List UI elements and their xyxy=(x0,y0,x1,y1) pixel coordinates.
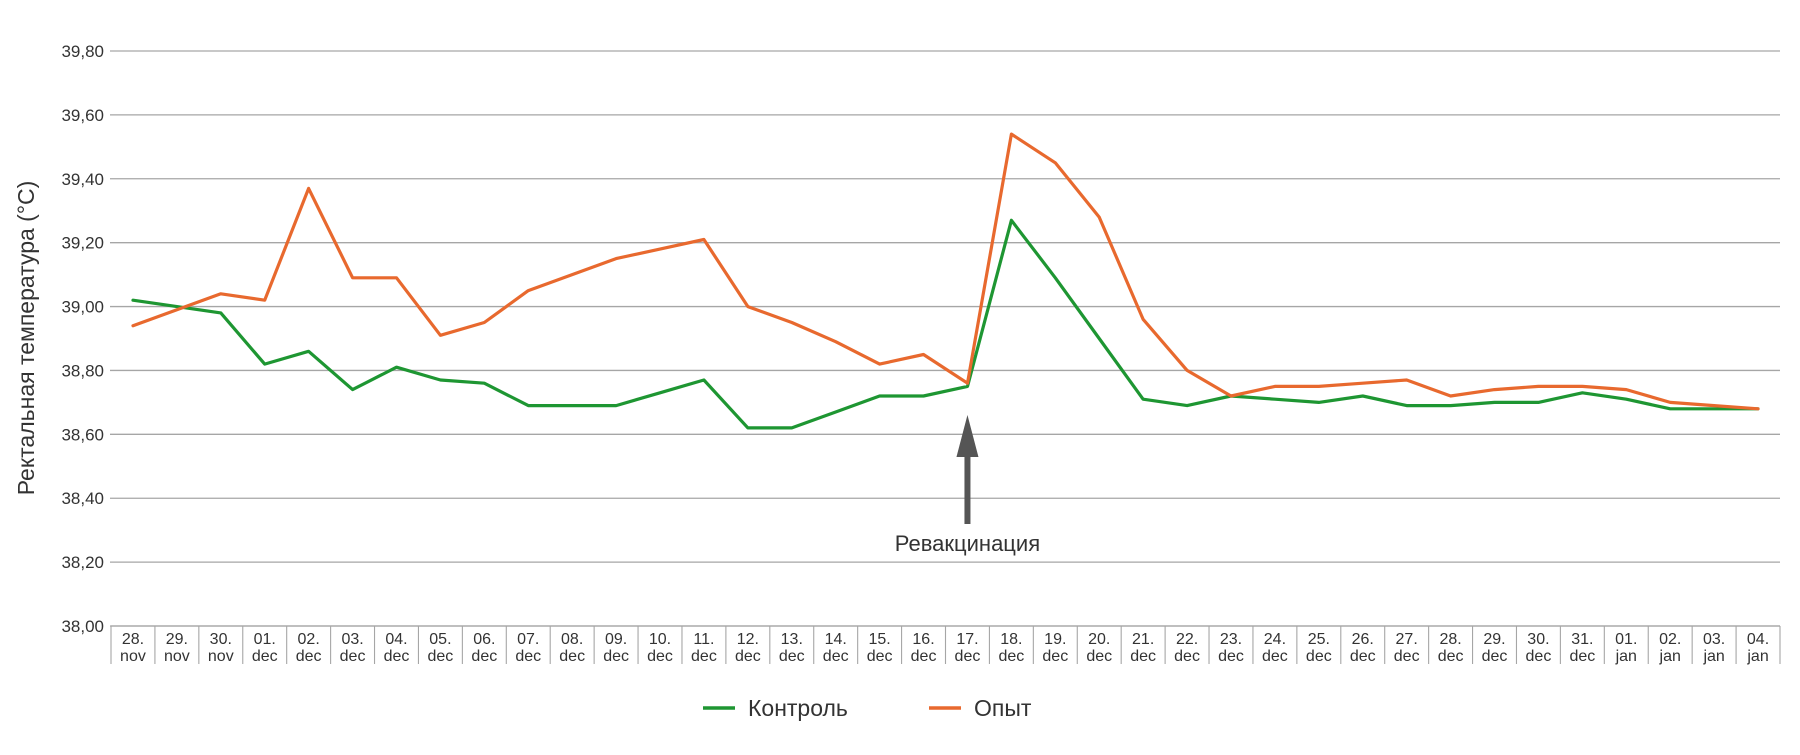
x-tick-label: 04. jan xyxy=(1746,631,1769,665)
x-tick-label: 01. dec xyxy=(252,631,278,665)
x-tick-label: 12. dec xyxy=(735,631,761,665)
x-tick-label: 26. dec xyxy=(1350,631,1376,665)
y-tick-label: 39,40 xyxy=(61,170,104,189)
x-tick-label: 30. nov xyxy=(208,631,234,665)
x-tick-label: 24. dec xyxy=(1262,631,1288,665)
x-tick-label: 08. dec xyxy=(559,631,585,665)
x-tick-label: 21. dec xyxy=(1130,631,1156,665)
x-tick-label: 28. nov xyxy=(120,631,146,665)
y-tick-label: 38,60 xyxy=(61,425,104,444)
y-axis-label: Ректальная температура (°C) xyxy=(13,181,39,496)
x-tick-label: 28. dec xyxy=(1438,631,1464,665)
x-tick-label: 22. dec xyxy=(1174,631,1200,665)
x-tick-label: 03. jan xyxy=(1702,631,1725,665)
legend-label: Контроль xyxy=(748,695,848,721)
x-tick-label: 27. dec xyxy=(1394,631,1420,665)
y-tick-label: 38,20 xyxy=(61,553,104,572)
x-tick-label: 13. dec xyxy=(779,631,805,665)
x-tick-label: 18. dec xyxy=(998,631,1024,665)
series-lines xyxy=(131,132,1760,430)
x-tick-label: 19. dec xyxy=(1042,631,1068,665)
x-tick-label: 07. dec xyxy=(515,631,541,665)
series-line-control xyxy=(131,218,1760,430)
x-tick-label: 31. dec xyxy=(1569,631,1595,665)
x-axis: 28. nov 29. nov 30. nov 01. dec 02. dec 03. dec 04. d… xyxy=(110,625,1781,665)
y-tick-label: 39,60 xyxy=(61,106,104,125)
x-tick-label: 05. dec xyxy=(428,631,454,665)
x-tick-label: 09. dec xyxy=(603,631,629,665)
x-tick-label: 20. dec xyxy=(1086,631,1112,665)
x-tick-label: 29. dec xyxy=(1482,631,1508,665)
x-tick-label: 01. jan xyxy=(1615,631,1638,665)
y-tick-label: 38,00 xyxy=(61,617,104,636)
x-tick-label: 06. dec xyxy=(471,631,497,665)
annotation-label: Ревакцинация xyxy=(895,531,1040,556)
x-tick-label: 23. dec xyxy=(1218,631,1244,665)
series-line-experiment xyxy=(131,132,1760,411)
x-tick-label: 15. dec xyxy=(867,631,893,665)
x-tick-label: 16. dec xyxy=(911,631,937,665)
legend: Контроль Опыт xyxy=(703,695,1032,721)
annotation: Ревакцинация xyxy=(895,415,1040,556)
annotation-arrow-head xyxy=(956,415,979,457)
legend-label: Опыт xyxy=(974,695,1032,721)
y-tick-label: 39,20 xyxy=(61,234,104,253)
y-tick-labels: 38,00 38,20 38,40 38,60 38,80 39,00 39,20 39,40… xyxy=(61,42,104,636)
gridlines xyxy=(110,50,1780,627)
x-tick-label: 30. dec xyxy=(1526,631,1552,665)
x-tick-label: 25. dec xyxy=(1306,631,1332,665)
y-tick-label: 39,00 xyxy=(61,298,104,317)
y-tick-label: 39,80 xyxy=(61,42,104,61)
y-tick-label: 38,80 xyxy=(61,361,104,380)
x-tick-label: 02. jan xyxy=(1659,631,1682,665)
x-tick-label: 02. dec xyxy=(296,631,322,665)
x-tick-label: 11. dec xyxy=(691,631,717,665)
x-tick-label: 29. nov xyxy=(164,631,190,665)
x-tick-label: 03. dec xyxy=(340,631,366,665)
x-tick-label: 10. dec xyxy=(647,631,673,665)
x-tick-label: 17. dec xyxy=(955,631,981,665)
y-tick-label: 38,40 xyxy=(61,489,104,508)
x-tick-label: 04. dec xyxy=(384,631,410,665)
x-tick-label: 14. dec xyxy=(823,631,849,665)
